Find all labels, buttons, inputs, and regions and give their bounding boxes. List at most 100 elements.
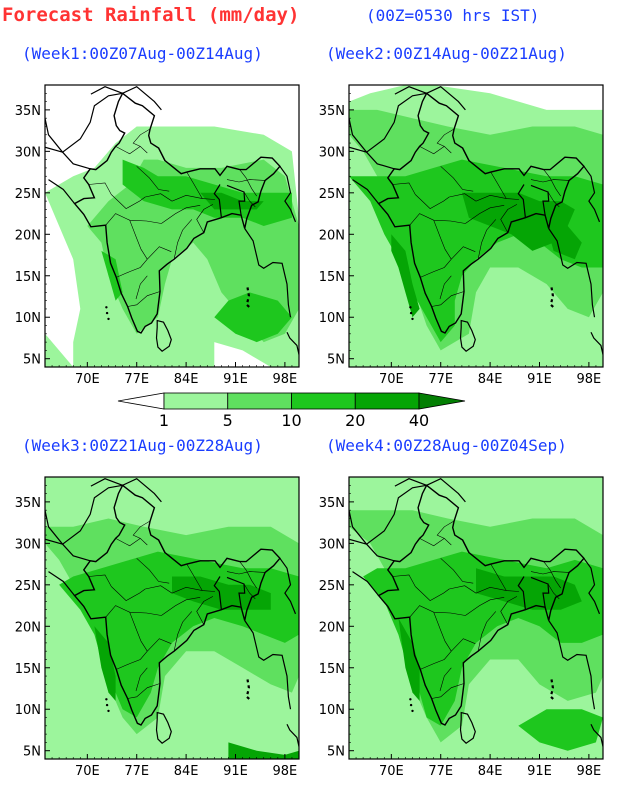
x-tick-label: 84E bbox=[478, 372, 503, 387]
state-boundary bbox=[415, 194, 450, 209]
map-canvas: 70E 77E 84E 91E 98E 35N 30N 25N 20N 15N 10N 5N bbox=[15, 84, 300, 387]
country-boundary bbox=[279, 557, 297, 615]
country-boundary bbox=[61, 484, 123, 562]
andaman-islands bbox=[549, 679, 555, 701]
state-boundary bbox=[115, 146, 148, 155]
country-boundary bbox=[352, 179, 380, 204]
y-tick-label: 15N bbox=[319, 270, 345, 285]
state-boundary bbox=[173, 611, 193, 652]
state-boundary bbox=[500, 596, 518, 625]
lakshadweep-island bbox=[105, 311, 109, 315]
lakshadweep-island bbox=[107, 709, 110, 713]
state-boundary bbox=[88, 182, 112, 195]
state-boundary bbox=[129, 220, 148, 260]
y-tick-label: 15N bbox=[319, 662, 345, 677]
state-boundary bbox=[530, 571, 570, 575]
y-tick-label: 10N bbox=[15, 311, 41, 326]
rainfall-contour bbox=[461, 192, 575, 251]
y-tick-label: 25N bbox=[319, 579, 345, 594]
rainfall-contour bbox=[228, 742, 299, 759]
state-boundary bbox=[111, 586, 146, 601]
y-tick-label: 35N bbox=[319, 104, 345, 119]
panel-title-week1: (Week1:00Z07Aug-00Z14Aug) bbox=[22, 44, 263, 63]
state-boundary bbox=[465, 597, 505, 616]
country-boundary bbox=[48, 179, 76, 204]
map-panel-week4: 70E 77E 84E 91E 98E 35N 30N 25N 20N 15N 10N 5N bbox=[304, 462, 604, 812]
state-boundary bbox=[449, 585, 507, 594]
state-boundary bbox=[161, 597, 201, 616]
x-tick-label: 98E bbox=[577, 372, 602, 387]
country-boundary bbox=[61, 92, 123, 170]
country-boundary bbox=[590, 331, 603, 355]
x-tick-label: 70E bbox=[75, 372, 100, 387]
state-boundary bbox=[433, 612, 452, 652]
country-boundary bbox=[394, 477, 466, 503]
state-boundary bbox=[500, 204, 518, 233]
state-boundary bbox=[392, 574, 416, 587]
rainfall-contour bbox=[518, 709, 603, 751]
time-note: (00Z=0530 hrs IST) bbox=[366, 6, 540, 25]
srilanka-boundary bbox=[155, 319, 172, 352]
rainfall-shading bbox=[45, 477, 299, 759]
y-tick-label: 15N bbox=[15, 662, 41, 677]
state-boundary bbox=[239, 169, 257, 197]
map-canvas: 70E 77E 84E 91E 98E 35N 30N 25N 20N 15N 10N 5N bbox=[15, 476, 300, 779]
state-boundary bbox=[135, 667, 148, 692]
x-tick-label: 70E bbox=[379, 372, 404, 387]
state-boundary bbox=[440, 166, 474, 192]
country-boundary bbox=[394, 85, 466, 111]
state-boundary bbox=[490, 563, 520, 592]
state-boundary bbox=[530, 179, 570, 183]
rainfall-contour bbox=[391, 234, 420, 318]
india-boundary bbox=[73, 92, 281, 334]
y-tick-label: 5N bbox=[23, 745, 41, 760]
state-boundary bbox=[392, 182, 416, 195]
state-boundary bbox=[196, 596, 214, 625]
lakshadweep-island bbox=[107, 317, 110, 321]
country-boundary bbox=[90, 85, 162, 111]
y-tick-label: 10N bbox=[319, 703, 345, 718]
y-tick-label: 5N bbox=[327, 353, 345, 368]
map-canvas: 70E 77E 84E 91E 98E 35N 30N 25N 20N 15N 10N 5N bbox=[319, 84, 604, 387]
state-boundary bbox=[132, 520, 151, 539]
y-tick-label: 35N bbox=[15, 496, 41, 511]
country-boundary bbox=[226, 184, 246, 216]
panel-title-week2: (Week2:00Z14Aug-00Z21Aug) bbox=[326, 44, 567, 63]
state-boundary bbox=[436, 520, 455, 539]
rainfall-contour bbox=[546, 226, 582, 260]
state-boundary bbox=[433, 220, 452, 260]
country-boundary bbox=[48, 571, 76, 596]
andaman-islands bbox=[245, 679, 251, 701]
country-boundary bbox=[244, 228, 292, 318]
y-tick-label: 5N bbox=[327, 745, 345, 760]
state-boundary bbox=[415, 586, 450, 601]
state-boundary bbox=[136, 558, 170, 584]
map-panel-week2: 70E 77E 84E 91E 98E 35N 30N 25N 20N 15N 10N 5N bbox=[304, 70, 604, 420]
rainfall-shading bbox=[349, 477, 603, 759]
lakshadweep-island bbox=[409, 703, 413, 707]
state-boundary bbox=[186, 563, 216, 592]
y-tick-label: 35N bbox=[319, 496, 345, 511]
state-boundary bbox=[145, 585, 203, 594]
state-boundary bbox=[186, 171, 216, 200]
rainfall-contour bbox=[398, 618, 420, 701]
y-tick-label: 25N bbox=[15, 187, 41, 202]
lakshadweep-island bbox=[409, 306, 412, 309]
y-tick-label: 30N bbox=[15, 537, 41, 552]
x-tick-label: 84E bbox=[174, 764, 199, 779]
srilanka-boundary bbox=[459, 711, 476, 744]
x-tick-label: 91E bbox=[223, 372, 248, 387]
state-boundary bbox=[173, 219, 193, 260]
y-tick-label: 20N bbox=[15, 228, 41, 243]
state-boundary bbox=[145, 193, 203, 202]
country-boundary bbox=[590, 723, 603, 747]
state-boundary bbox=[116, 246, 172, 278]
state-boundary bbox=[226, 571, 266, 575]
country-boundary bbox=[530, 576, 550, 608]
country-boundary bbox=[462, 147, 470, 161]
y-tick-label: 30N bbox=[319, 537, 345, 552]
country-boundary bbox=[583, 557, 601, 615]
state-boundary bbox=[439, 667, 452, 692]
country-boundary bbox=[548, 620, 596, 710]
y-tick-label: 30N bbox=[319, 145, 345, 160]
